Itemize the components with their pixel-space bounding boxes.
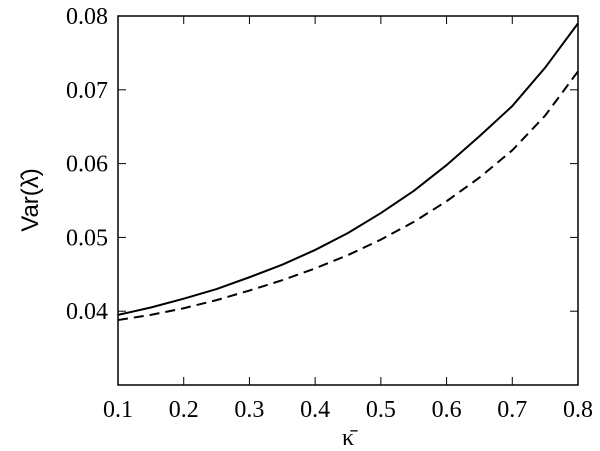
y-tick-label: 0.07 (66, 78, 108, 104)
x-tick-label: 0.4 (300, 397, 330, 423)
y-axis-label: Var(λ̂) (17, 168, 44, 232)
data-line (117, 22, 579, 316)
x-tick-label: 0.2 (169, 397, 199, 423)
y-tick-label: 0.06 (66, 152, 108, 178)
y-tick-label: 0.04 (66, 299, 108, 325)
y-tick-label: 0.05 (66, 225, 108, 251)
x-tick-label: 0.6 (432, 397, 462, 423)
y-tick-label: 0.08 (66, 4, 108, 30)
x-axis-label: κ̄ (342, 425, 358, 451)
x-tick-label: 0.7 (497, 397, 527, 423)
plot-frame (117, 15, 579, 386)
data-line (117, 70, 579, 322)
x-tick-label: 0.8 (563, 397, 593, 423)
x-tick-label: 0.5 (366, 397, 396, 423)
x-tick-label: 0.3 (234, 397, 264, 423)
x-tick-label: 0.1 (103, 397, 133, 423)
